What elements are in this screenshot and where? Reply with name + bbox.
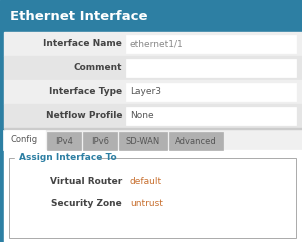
- Bar: [169, 132, 223, 150]
- Text: untrust: untrust: [130, 198, 163, 207]
- Bar: [4, 56, 302, 80]
- Bar: [0, 32, 4, 242]
- Text: ethernet1/1: ethernet1/1: [130, 39, 184, 48]
- Text: Interface Name: Interface Name: [43, 39, 122, 48]
- Bar: [4, 104, 302, 128]
- Bar: [83, 132, 117, 150]
- Text: Interface Type: Interface Type: [49, 88, 122, 97]
- Bar: [3, 130, 45, 150]
- Text: Security Zone: Security Zone: [51, 198, 122, 207]
- Bar: [4, 150, 302, 242]
- Text: default: default: [130, 176, 162, 186]
- Bar: [0, 0, 302, 32]
- Bar: [4, 32, 302, 56]
- Bar: [4, 128, 302, 129]
- Text: Virtual Router: Virtual Router: [50, 176, 122, 186]
- Text: IPv4: IPv4: [55, 136, 73, 145]
- Text: IPv6: IPv6: [91, 136, 109, 145]
- Text: SD-WAN: SD-WAN: [126, 136, 160, 145]
- Bar: [126, 173, 294, 189]
- Text: Layer3: Layer3: [130, 88, 161, 97]
- Text: Netflow Profile: Netflow Profile: [46, 112, 122, 121]
- Bar: [9, 158, 296, 238]
- Text: Advanced: Advanced: [175, 136, 217, 145]
- Text: Config: Config: [11, 136, 37, 144]
- Bar: [126, 195, 294, 211]
- Text: Ethernet Interface: Ethernet Interface: [10, 9, 147, 23]
- Bar: [126, 35, 296, 53]
- Text: Assign Interface To: Assign Interface To: [19, 153, 117, 162]
- Bar: [119, 132, 167, 150]
- Text: None: None: [130, 112, 154, 121]
- Bar: [126, 83, 296, 101]
- Bar: [47, 132, 81, 150]
- Text: Comment: Comment: [73, 63, 122, 73]
- Bar: [15, 154, 97, 162]
- Bar: [126, 59, 296, 77]
- Bar: [126, 107, 296, 125]
- Bar: [4, 32, 302, 242]
- Bar: [4, 80, 302, 104]
